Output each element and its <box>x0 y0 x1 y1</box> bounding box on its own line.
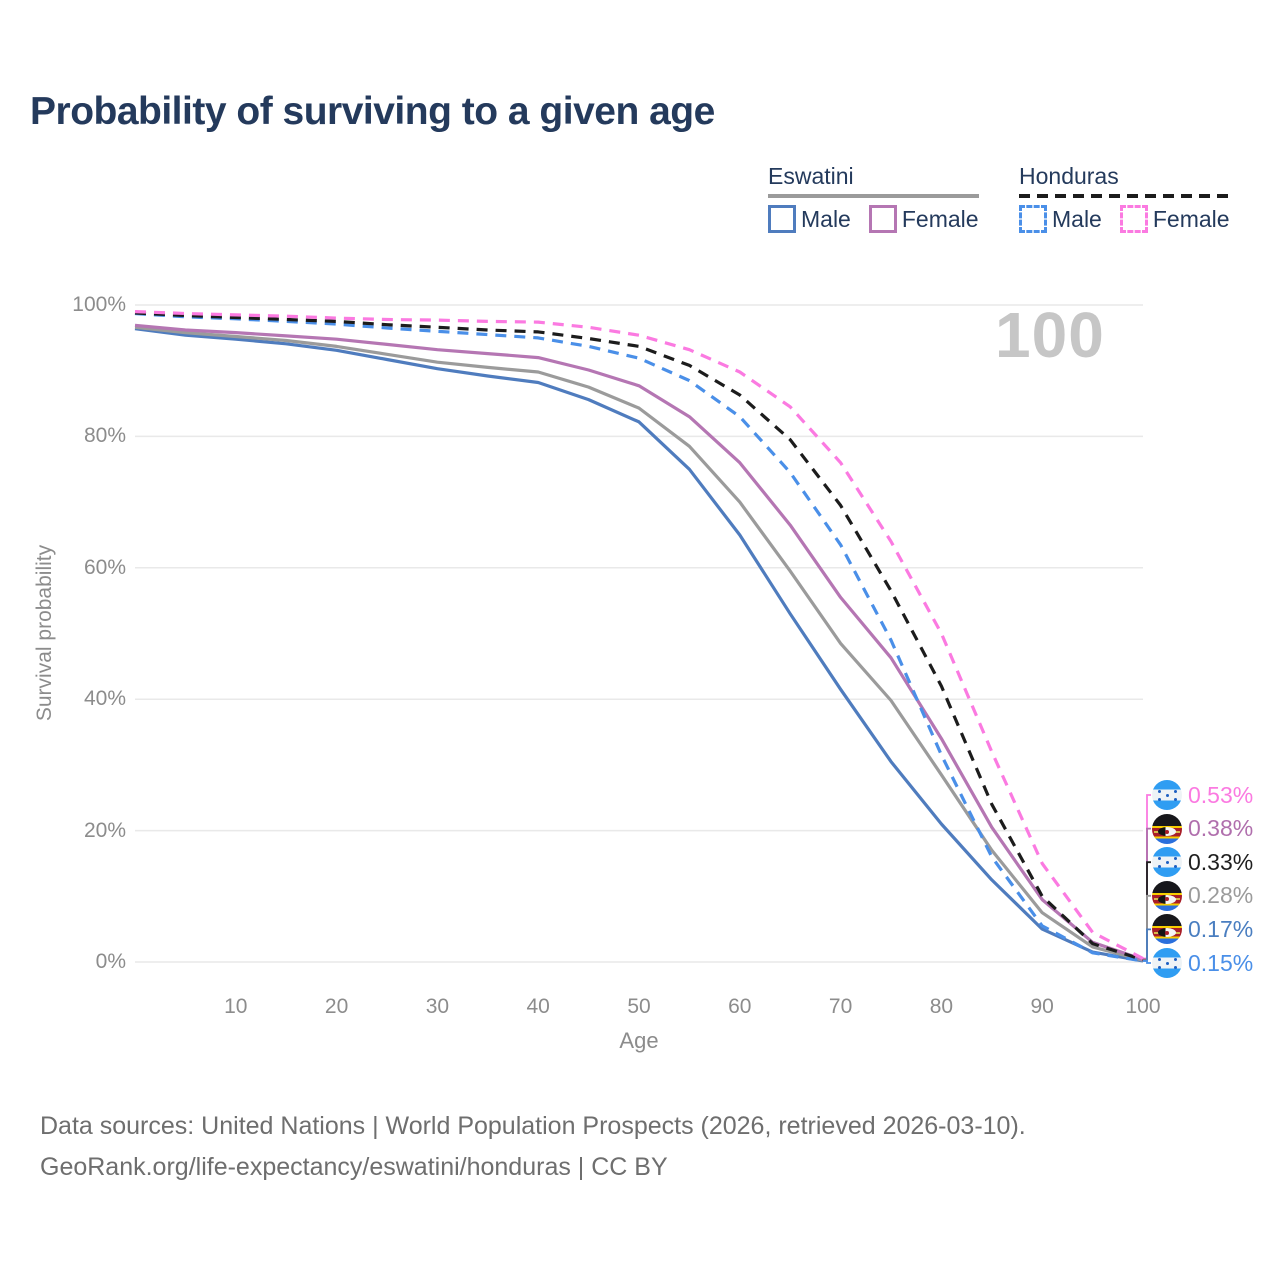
legend-item-eswatini-female[interactable]: Female <box>868 205 979 233</box>
end-label-value: 0.38% <box>1188 815 1254 842</box>
end-label-value: 0.53% <box>1188 781 1254 808</box>
legend-label-eswatini-female: Female <box>901 205 979 232</box>
x-tick-label: 100 <box>1125 995 1161 1018</box>
end-label-value: 0.33% <box>1188 848 1254 875</box>
series-line-eswatini-both-sexes <box>134 325 1144 962</box>
x-tick-label: 60 <box>728 995 752 1018</box>
honduras-stars <box>1165 961 1169 965</box>
series-line-honduras-male <box>134 311 1144 963</box>
x-tick-label: 10 <box>224 995 248 1018</box>
leader-line-eswatini-male <box>1143 928 1151 962</box>
eswatini-shield-dot <box>1165 930 1169 935</box>
honduras-female-swatch-icon <box>1119 205 1148 233</box>
legend-country-honduras: Honduras <box>1019 163 1119 189</box>
page-title: Probability of surviving to a given age <box>30 90 715 133</box>
x-axis-title: Age <box>619 1028 659 1053</box>
end-label-eswatini-both-sexes: 0.28% <box>1152 880 1254 911</box>
honduras-flag-icon <box>1152 948 1182 978</box>
x-tick-label: 30 <box>425 995 450 1018</box>
legend-label-honduras-female: Female <box>1152 205 1230 232</box>
end-label-honduras-female: 0.53% <box>1152 780 1253 810</box>
honduras-stars <box>1165 860 1169 864</box>
y-tick-label: 0% <box>95 950 126 973</box>
end-label-value: 0.15% <box>1188 949 1254 976</box>
x-tick-label: 70 <box>828 995 853 1018</box>
eswatini-shield-dot <box>1165 829 1169 834</box>
honduras-dashed-line-swatch-icon <box>1019 194 1230 198</box>
end-label-value: 0.17% <box>1188 915 1254 942</box>
y-tick-label: 60% <box>83 555 126 579</box>
age-counter-watermark: 100 <box>995 299 1105 371</box>
y-tick-label: 20% <box>83 818 126 842</box>
legend-item-eswatini-male[interactable]: Male <box>768 205 851 233</box>
x-tick-label: 20 <box>324 995 349 1018</box>
honduras-flag-icon <box>1152 847 1182 878</box>
x-tick-label: 90 <box>1030 995 1054 1018</box>
x-tick-label: 50 <box>627 995 651 1018</box>
x-tick-label: 80 <box>929 995 954 1018</box>
honduras-stars <box>1165 793 1169 797</box>
legend-group-eswatini: Eswatini Male Female <box>768 163 979 233</box>
end-label-eswatini-male: 0.17% <box>1152 914 1254 945</box>
y-tick-label: 80% <box>83 424 126 448</box>
series-line-honduras-female <box>134 310 1144 960</box>
legend-item-honduras-female[interactable]: Female <box>1119 205 1230 233</box>
x-tick-label: 40 <box>526 995 550 1018</box>
legend-label-eswatini-male: Male <box>801 205 851 232</box>
end-label-honduras-both-sexes: 0.33% <box>1152 847 1254 878</box>
footer: Data sources: United Nations | World Pop… <box>40 1106 1026 1188</box>
legend-item-honduras-male[interactable]: Male <box>1019 205 1102 233</box>
end-label-value: 0.28% <box>1188 882 1254 909</box>
eswatini-male-swatch-icon <box>768 205 796 233</box>
attribution-line: GeoRank.org/life-expectancy/eswatini/hon… <box>40 1153 668 1181</box>
eswatini-flag-icon <box>1152 914 1182 945</box>
honduras-male-swatch-icon <box>1019 205 1047 233</box>
eswatini-flag-icon <box>1152 880 1182 911</box>
legend-label-honduras-male: Male <box>1052 205 1102 232</box>
series-line-eswatini-male <box>134 327 1144 963</box>
eswatini-flag-icon <box>1152 813 1182 844</box>
legend-country-eswatini: Eswatini <box>768 163 854 189</box>
eswatini-female-swatch-icon <box>868 205 897 233</box>
eswatini-shield-dot <box>1165 897 1169 902</box>
y-tick-label: 100% <box>72 293 126 316</box>
leader-line-honduras-male <box>1143 960 1151 964</box>
legend: Eswatini Male Female Honduras Male Femal… <box>0 163 1280 243</box>
y-tick-label: 40% <box>83 687 126 711</box>
legend-group-honduras: Honduras Male Female <box>1019 163 1230 233</box>
end-label-eswatini-female: 0.38% <box>1152 813 1254 844</box>
end-label-honduras-male: 0.15% <box>1152 948 1253 978</box>
honduras-flag-icon <box>1152 780 1182 810</box>
data-source-line: Data sources: United Nations | World Pop… <box>40 1112 1026 1140</box>
series-line-eswatini-female <box>134 323 1144 962</box>
eswatini-solid-line-swatch-icon <box>768 194 979 198</box>
